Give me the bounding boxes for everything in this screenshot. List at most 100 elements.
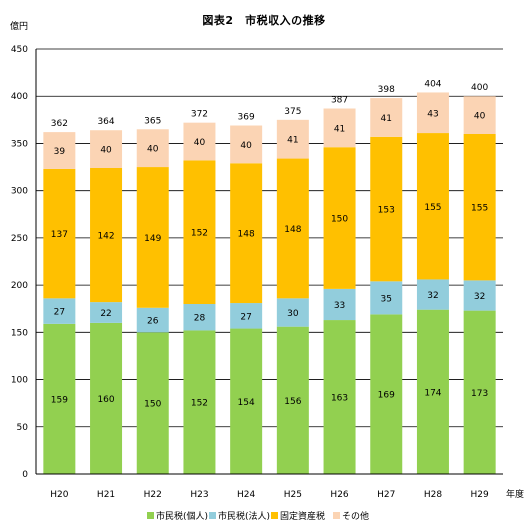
bar-segment — [276, 326, 309, 474]
x-tick-label: H26 — [330, 490, 348, 500]
total-label: 398 — [378, 85, 395, 95]
bar-segment — [276, 298, 309, 327]
bar-segment — [90, 168, 123, 303]
bar-segment — [90, 302, 123, 323]
bar-segment — [230, 125, 263, 164]
bar-segment — [136, 307, 169, 333]
data-label: 40 — [474, 112, 486, 122]
data-label: 35 — [381, 294, 392, 304]
y-tick-label: 150 — [11, 328, 28, 338]
axes: 0 50 100 150 200 250 300 350 400 450 H20 H21 H22 H23 H… — [11, 45, 503, 500]
data-label: 32 — [427, 291, 438, 301]
bar-segment — [43, 323, 76, 474]
total-label: 375 — [284, 107, 301, 117]
x-tick-label: H23 — [190, 490, 208, 500]
data-label: 142 — [97, 232, 114, 242]
legend-label: 固定資産税 — [280, 510, 325, 522]
bar-segment — [416, 92, 449, 134]
data-label: 152 — [191, 399, 208, 409]
y-tick-label: 200 — [11, 281, 28, 291]
bar-segment — [370, 314, 403, 474]
y-tick-label: 250 — [11, 234, 28, 244]
bar-segment — [43, 168, 76, 299]
bar-segment — [463, 280, 496, 311]
x-tick-label: H29 — [471, 490, 489, 500]
x-axis-label: 年度 — [506, 488, 524, 500]
data-label: 174 — [424, 388, 441, 398]
data-label: 40 — [194, 138, 206, 148]
data-label: 28 — [194, 314, 206, 324]
data-label: 40 — [100, 146, 112, 156]
data-label: 40 — [147, 145, 159, 155]
y-tick-label: 100 — [11, 376, 28, 386]
bar-segment — [183, 304, 216, 331]
bar-segment — [183, 122, 216, 161]
data-label: 154 — [238, 398, 255, 408]
data-label: 149 — [144, 234, 161, 244]
total-label: 372 — [191, 110, 208, 120]
bar-segment — [416, 133, 449, 280]
y-axis-label: 億円 — [10, 20, 28, 32]
total-label: 387 — [331, 96, 348, 106]
bar-segment — [230, 163, 263, 304]
data-label: 41 — [381, 114, 392, 124]
data-label: 137 — [51, 230, 68, 240]
total-label: 362 — [51, 119, 68, 129]
data-label: 169 — [378, 391, 395, 401]
bar-segment — [90, 322, 123, 474]
data-label: 39 — [54, 147, 66, 157]
bar-segment — [136, 167, 169, 308]
data-label: 27 — [54, 308, 65, 318]
data-label: 148 — [238, 230, 255, 240]
total-label: 400 — [471, 83, 488, 93]
data-label: 41 — [334, 124, 345, 134]
total-label: 364 — [97, 117, 114, 127]
bar-segment — [323, 288, 356, 321]
bar-segment — [416, 309, 449, 474]
data-label: 32 — [474, 292, 485, 302]
bar-segment — [370, 136, 403, 282]
y-tick-label: 50 — [17, 423, 29, 433]
total-label: 369 — [238, 113, 255, 123]
bar-segment — [90, 130, 123, 168]
bar-segment — [183, 330, 216, 474]
bar-segment — [323, 320, 356, 474]
y-tick-label: 400 — [11, 92, 28, 102]
legend-swatch — [271, 512, 278, 519]
data-label: 30 — [287, 309, 299, 319]
bar-segment — [43, 132, 76, 169]
x-tick-label: H22 — [144, 490, 162, 500]
data-label: 43 — [427, 109, 438, 119]
data-label: 173 — [471, 389, 488, 399]
x-tick-label: H20 — [50, 490, 68, 500]
bar-segment — [416, 279, 449, 310]
y-tick-label: 350 — [11, 139, 28, 149]
legend: 市民税(個人) 市民税(法人) 固定資産税 その他 — [147, 510, 369, 522]
data-label: 22 — [100, 309, 111, 319]
bar-segment — [276, 158, 309, 299]
data-label: 163 — [331, 394, 348, 404]
data-label: 41 — [287, 136, 298, 146]
x-tick-label: H24 — [237, 490, 255, 500]
bar-segment — [463, 310, 496, 474]
total-label: 404 — [424, 79, 441, 89]
data-label: 33 — [334, 301, 345, 311]
legend-label: 市民税(個人) — [156, 510, 208, 522]
bar-segment — [370, 98, 403, 137]
bar-series: 159 27 137 39 362 160 22 142 40 364 150 26 149 40 365 1… — [43, 79, 496, 474]
bar-segment — [183, 160, 216, 304]
bar-segment — [136, 332, 169, 474]
data-label: 155 — [424, 203, 441, 213]
chart-title: 図表2 市税収入の推移 — [202, 14, 326, 27]
bar-segment — [370, 281, 403, 315]
bar-segment — [323, 147, 356, 289]
legend-swatch — [209, 512, 216, 519]
data-label: 152 — [191, 229, 208, 239]
data-label: 159 — [51, 395, 68, 405]
data-label: 26 — [147, 317, 159, 327]
y-tick-label: 300 — [11, 187, 28, 197]
data-label: 148 — [284, 225, 301, 235]
legend-label: その他 — [342, 510, 369, 522]
bar-segment — [276, 119, 309, 159]
